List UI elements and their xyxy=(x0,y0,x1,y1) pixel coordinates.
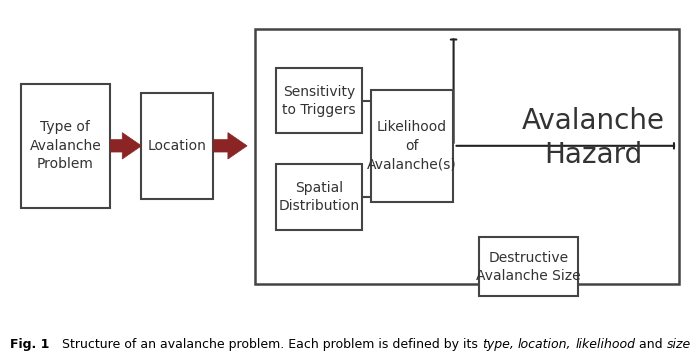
Bar xyxy=(276,68,362,134)
Bar xyxy=(256,29,679,284)
Text: Spatial
Distribution: Spatial Distribution xyxy=(279,181,360,213)
Text: Avalanche
Hazard: Avalanche Hazard xyxy=(522,107,665,169)
Text: type,: type, xyxy=(482,338,514,351)
Text: Sensitivity
to Triggers: Sensitivity to Triggers xyxy=(282,85,356,117)
Text: and: and xyxy=(635,338,666,351)
Text: likelihood: likelihood xyxy=(575,338,635,351)
Text: Likelihood
of
Avalanche(s): Likelihood of Avalanche(s) xyxy=(367,120,456,171)
Bar xyxy=(479,237,578,296)
Polygon shape xyxy=(111,132,141,159)
Bar xyxy=(141,93,213,198)
Bar xyxy=(21,84,110,208)
Bar xyxy=(370,90,453,202)
Bar xyxy=(276,165,362,230)
Text: Structure of an avalanche problem. Each problem is defined by its: Structure of an avalanche problem. Each … xyxy=(50,338,482,351)
Text: size: size xyxy=(666,338,691,351)
Polygon shape xyxy=(214,132,247,159)
Text: Type of
Avalanche
Problem: Type of Avalanche Problem xyxy=(29,120,101,171)
Text: Destructive
Avalanche Size: Destructive Avalanche Size xyxy=(476,251,581,283)
Text: Location: Location xyxy=(148,139,206,153)
Text: Fig. 1: Fig. 1 xyxy=(10,338,50,351)
Text: location,: location, xyxy=(517,338,571,351)
